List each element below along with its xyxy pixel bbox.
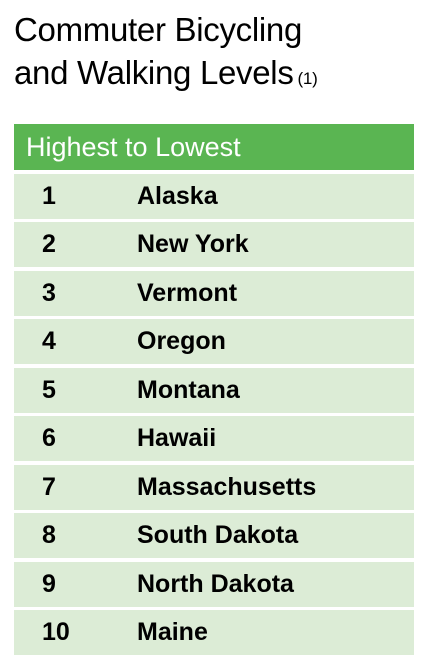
title-footnote: (1) xyxy=(298,69,318,88)
table-row: 8 South Dakota xyxy=(14,513,414,558)
rank-number: 10 xyxy=(14,618,137,647)
rank-number: 4 xyxy=(14,327,137,356)
title-line-2-text: and Walking Levels xyxy=(14,54,294,91)
table-header: Highest to Lowest xyxy=(14,124,414,170)
table-row: 1 Alaska xyxy=(14,174,414,219)
table-row: 2 New York xyxy=(14,222,414,267)
table-row: 10 Maine xyxy=(14,610,414,655)
page-title: Commuter Bicycling and Walking Levels (1) xyxy=(14,8,414,94)
state-name: Montana xyxy=(137,376,414,405)
title-line-1: Commuter Bicycling xyxy=(14,8,414,51)
table-row: 4 Oregon xyxy=(14,319,414,364)
ranking-list: 1 Alaska 2 New York 3 Vermont 4 Oregon 5… xyxy=(14,174,414,656)
state-name: New York xyxy=(137,230,414,259)
state-name: Alaska xyxy=(137,182,414,211)
rank-number: 6 xyxy=(14,424,137,453)
table-row: 3 Vermont xyxy=(14,271,414,316)
state-name: South Dakota xyxy=(137,521,414,550)
state-name: Massachusetts xyxy=(137,473,414,502)
state-name: Hawaii xyxy=(137,424,414,453)
state-name: North Dakota xyxy=(137,570,414,599)
state-name: Maine xyxy=(137,618,414,647)
table-row: 9 North Dakota xyxy=(14,562,414,607)
rank-number: 7 xyxy=(14,473,137,502)
state-name: Oregon xyxy=(137,327,414,356)
rank-number: 2 xyxy=(14,230,137,259)
title-line-2: and Walking Levels (1) xyxy=(14,51,414,94)
table-row: 6 Hawaii xyxy=(14,416,414,461)
rank-number: 3 xyxy=(14,279,137,308)
rank-number: 8 xyxy=(14,521,137,550)
rank-number: 1 xyxy=(14,182,137,211)
table-row: 5 Montana xyxy=(14,368,414,413)
rank-number: 5 xyxy=(14,376,137,405)
ranking-table: Highest to Lowest 1 Alaska 2 New York 3 … xyxy=(14,124,414,659)
rank-number: 9 xyxy=(14,570,137,599)
table-row: 7 Massachusetts xyxy=(14,465,414,510)
state-name: Vermont xyxy=(137,279,414,308)
